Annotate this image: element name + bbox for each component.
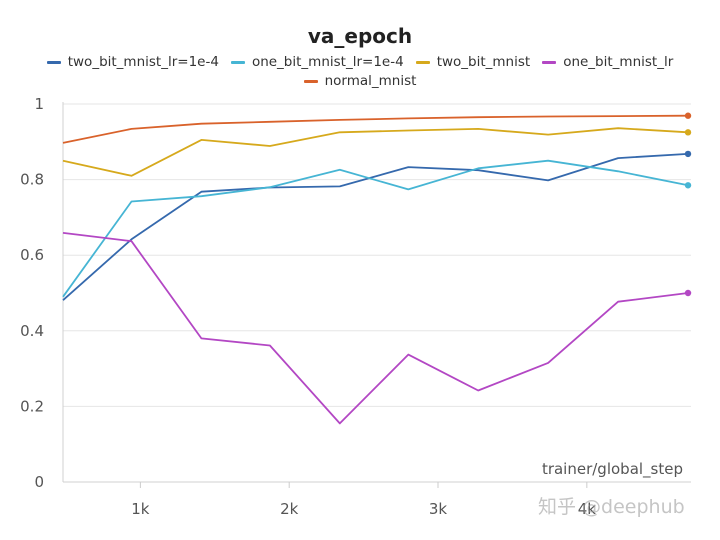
- series-end-marker-3: [684, 289, 692, 297]
- y-tick-label: 0.4: [20, 322, 44, 340]
- legend-label-two-bit-lr: two_bit_mnist_lr=1e-4: [67, 54, 219, 70]
- y-tick-label: 0.2: [20, 397, 44, 415]
- watermark-text: 知乎 @deephub: [538, 496, 685, 518]
- series-line-2: [62, 127, 689, 177]
- legend-row-1: two_bit_mnist_lr=1e-4 one_bit_mnist_lr=1…: [0, 53, 720, 72]
- legend-item-normal[interactable]: normal_mnist: [303, 72, 417, 91]
- legend-item-one-bit-lr[interactable]: one_bit_mnist_lr=1e-4: [230, 53, 404, 72]
- legend: two_bit_mnist_lr=1e-4 one_bit_mnist_lr=1…: [0, 53, 720, 91]
- legend-row-2: normal_mnist: [0, 72, 720, 91]
- legend-label-one-bit-lr: one_bit_mnist_lr=1e-4: [251, 54, 404, 70]
- series-end-marker-4: [684, 112, 692, 119]
- series-line-0: [62, 153, 689, 301]
- legend-swatch-two-bit-lr: [46, 61, 61, 64]
- y-tick-label: 1: [34, 95, 44, 113]
- legend-item-two-bit[interactable]: two_bit_mnist: [415, 53, 531, 72]
- x-axis-label: trainer/global_step: [542, 460, 683, 479]
- series-line-4: [62, 114, 689, 144]
- x-tick-label: 4k: [578, 500, 597, 518]
- legend-item-two-bit-lr[interactable]: two_bit_mnist_lr=1e-4: [46, 53, 219, 72]
- series-end-marker-2: [684, 129, 692, 136]
- chart-title: va_epoch: [307, 24, 413, 48]
- series-line-1: [62, 159, 689, 298]
- legend-label-one-bit: one_bit_mnist_lr: [563, 54, 674, 70]
- legend-label-normal: normal_mnist: [324, 73, 417, 89]
- y-tick-label: 0.6: [20, 246, 44, 264]
- x-tick-label: 2k: [280, 500, 299, 518]
- legend-swatch-one-bit: [542, 61, 557, 64]
- legend-label-two-bit: two_bit_mnist: [436, 54, 531, 70]
- series-end-marker-1: [684, 182, 692, 189]
- y-tick-label: 0.8: [20, 171, 44, 189]
- legend-item-one-bit[interactable]: one_bit_mnist_lr: [542, 53, 673, 72]
- legend-swatch-two-bit: [415, 61, 430, 64]
- legend-swatch-normal: [303, 80, 318, 83]
- legend-swatch-one-bit-lr: [230, 61, 245, 64]
- x-tick-label: 3k: [429, 500, 448, 518]
- y-tick-label: 0: [34, 473, 44, 491]
- series-line-3: [62, 232, 689, 425]
- series-end-marker-0: [684, 150, 692, 158]
- x-tick-label: 1k: [131, 500, 150, 518]
